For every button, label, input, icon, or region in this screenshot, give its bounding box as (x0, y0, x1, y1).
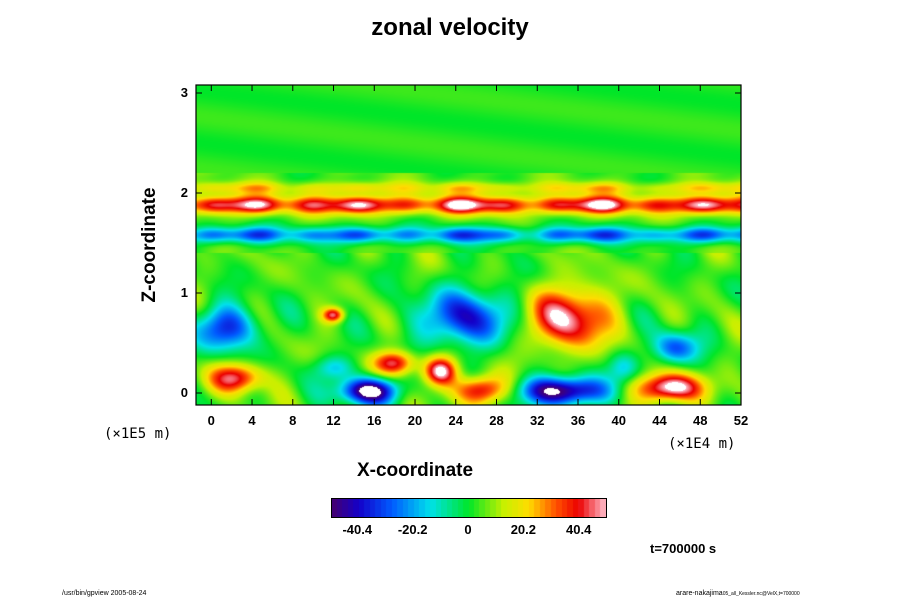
chart-title: zonal velocity (371, 14, 529, 41)
x-tick-label: 0 (207, 413, 215, 428)
x-tick-label: 4 (248, 413, 256, 428)
x-tick-label: 28 (489, 413, 504, 428)
x-tick-label: 12 (326, 413, 341, 428)
x-tick-marks (210, 85, 742, 405)
x-tick-label: 40 (611, 413, 626, 428)
x-tick-label: 36 (570, 413, 586, 428)
heatmap-canvas (196, 85, 741, 405)
x-tick-label: 52 (733, 413, 749, 428)
footer-right: arare-nakajima05_all_Kessler.nc@VelX,t=7… (676, 590, 800, 597)
x-tick-label: 32 (530, 413, 545, 428)
x-tick-label: 24 (448, 413, 463, 428)
colorbar-tick-label: 40.4 (566, 522, 592, 537)
y-tick-label: 3 (180, 85, 188, 100)
footer-right-sub: 05_all_Kessler.nc@VelX,t=700000 (722, 591, 800, 597)
y-tick-label: 2 (180, 185, 188, 200)
colorbar-tick-label: -40.4 (342, 522, 373, 537)
y-scale-label: (×1E5 m) (104, 426, 172, 442)
footer-left: /usr/bin/gpview 2005-08-24 (62, 590, 147, 597)
colorbar-tick-label: -20.2 (397, 522, 428, 537)
y-axis-label: Z-coordinate (139, 187, 160, 303)
x-tick-label: 16 (367, 413, 382, 428)
x-tick-label: 20 (407, 413, 423, 428)
x-tick-label: 44 (652, 413, 667, 428)
colorbar (331, 498, 607, 518)
x-tick-label: 48 (693, 413, 708, 428)
x-axis-label: X-coordinate (356, 460, 474, 481)
time-label: t=700000 s (650, 541, 717, 556)
footer-right-main: arare-nakajima (676, 590, 723, 597)
y-tick-marks (196, 92, 741, 394)
x-tick-label: 8 (289, 413, 297, 428)
y-tick-label: 0 (180, 385, 188, 400)
colorbar-tick-label: 20.2 (510, 522, 536, 537)
colorbar-tick-label: 0 (464, 522, 472, 537)
plot-border (195, 84, 742, 406)
x-scale-label: (×1E4 m) (668, 436, 736, 452)
y-tick-label: 1 (180, 285, 188, 300)
